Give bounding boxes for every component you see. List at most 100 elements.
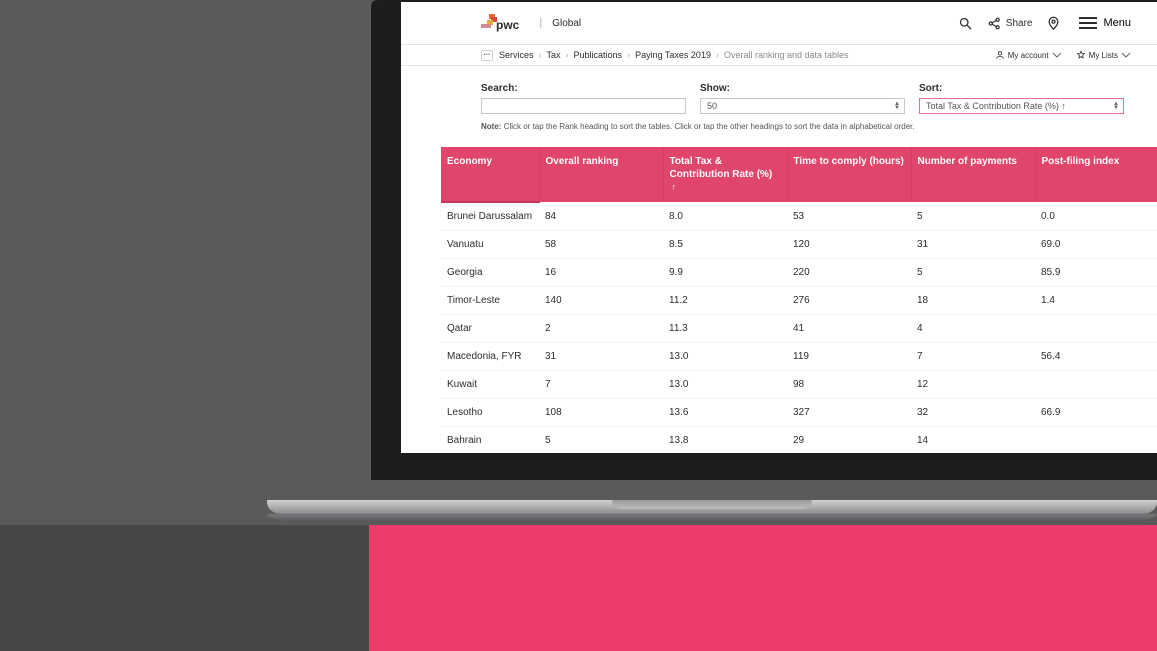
breadcrumb-more-icon[interactable] — [481, 50, 493, 61]
col-post[interactable]: Post-filing index — [1035, 147, 1157, 202]
cell-rate: 11.3 — [663, 315, 787, 343]
background-darkgrey — [0, 525, 369, 651]
table-header-row: Economy Overall ranking Total Tax & Cont… — [441, 147, 1157, 202]
select-caret-icon: ▲▼ — [1113, 102, 1119, 110]
search-filter: Search: — [481, 83, 686, 114]
user-icon — [995, 50, 1005, 60]
pwc-logo-mark — [481, 14, 497, 32]
chevron-right-icon: › — [716, 50, 719, 60]
header-divider: | — [539, 17, 542, 29]
chevron-right-icon: › — [539, 50, 542, 60]
crumb-paying-taxes[interactable]: Paying Taxes 2019 — [635, 50, 711, 60]
cell-payments: 18 — [911, 287, 1035, 315]
col-rate-label: Total Tax & Contribution Rate (%) — [670, 156, 773, 180]
crumb-tax[interactable]: Tax — [547, 50, 561, 60]
cell-rate: 8.0 — [663, 202, 787, 231]
sort-filter: Sort: Total Tax & Contribution Rate (%) … — [919, 83, 1124, 114]
cell-time: 220 — [787, 259, 911, 287]
cell-rate: 13.0 — [663, 371, 787, 399]
cell-rate: 8.5 — [663, 231, 787, 259]
share-button[interactable]: Share — [987, 16, 1033, 31]
table-row[interactable]: Lesotho10813.63273266.9 — [441, 399, 1157, 427]
sort-label: Sort: — [919, 83, 1124, 94]
filter-row: Search: Show: 50 ▲▼ Sort: Total Tax & Co… — [401, 66, 1157, 120]
cell-rate: 9.9 — [663, 259, 787, 287]
table-row[interactable]: Qatar211.3414 — [441, 315, 1157, 343]
cell-post — [1035, 371, 1157, 399]
cell-ranking: 16 — [539, 259, 663, 287]
chevron-down-icon — [1121, 50, 1131, 60]
table-row[interactable]: Vanuatu588.51203169.0 — [441, 231, 1157, 259]
chevron-down-icon — [1052, 50, 1062, 60]
my-account-label: My account — [1008, 51, 1049, 60]
laptop-base — [267, 500, 1157, 514]
my-account-link[interactable]: My account — [995, 50, 1062, 60]
cell-economy: Timor-Leste — [441, 287, 539, 315]
table-row[interactable]: Kuwait713.09812 — [441, 371, 1157, 399]
table-row[interactable]: Brunei Darussalam848.05350.0 — [441, 202, 1157, 231]
chevron-right-icon: › — [627, 50, 630, 60]
cell-ranking: 58 — [539, 231, 663, 259]
cell-time: 276 — [787, 287, 911, 315]
breadcrumb-bar: Services › Tax › Publications › Paying T… — [401, 45, 1157, 66]
cell-payments: 12 — [911, 371, 1035, 399]
menu-button[interactable]: Menu — [1079, 17, 1131, 29]
cell-post: 56.4 — [1035, 343, 1157, 371]
cell-ranking: 84 — [539, 202, 663, 231]
pwc-logo-text: pwc — [496, 18, 519, 32]
cell-economy: Bahrain — [441, 427, 539, 454]
cell-rate: 13.6 — [663, 399, 787, 427]
my-lists-link[interactable]: My Lists — [1076, 50, 1131, 60]
search-icon[interactable] — [958, 16, 973, 31]
note-text: Note: Click or tap the Rank heading to s… — [401, 120, 1157, 131]
cell-rate: 11.2 — [663, 287, 787, 315]
show-select[interactable]: 50 ▲▼ — [700, 98, 905, 114]
location-icon[interactable] — [1046, 16, 1061, 31]
cell-payments: 7 — [911, 343, 1035, 371]
col-rate[interactable]: Total Tax & Contribution Rate (%) ↑ — [663, 147, 787, 202]
cell-economy: Kuwait — [441, 371, 539, 399]
cell-rate: 13.0 — [663, 343, 787, 371]
region-label[interactable]: Global — [552, 18, 581, 29]
crumb-services[interactable]: Services — [499, 50, 534, 60]
cell-ranking: 140 — [539, 287, 663, 315]
star-icon — [1076, 50, 1086, 60]
sort-value: Total Tax & Contribution Rate (%) ↑ — [926, 101, 1066, 111]
search-input[interactable] — [481, 98, 686, 114]
cell-post: 69.0 — [1035, 231, 1157, 259]
share-icon — [987, 16, 1002, 31]
cell-rate: 13.8 — [663, 427, 787, 454]
table-row[interactable]: Bahrain513.82914 — [441, 427, 1157, 454]
cell-economy: Vanuatu — [441, 231, 539, 259]
cell-post — [1035, 315, 1157, 343]
sort-select[interactable]: Total Tax & Contribution Rate (%) ↑ ▲▼ — [919, 98, 1124, 114]
screen: pwc | Global Share Menu — [401, 2, 1157, 453]
cell-economy: Qatar — [441, 315, 539, 343]
col-payments[interactable]: Number of payments — [911, 147, 1035, 202]
cell-payments: 5 — [911, 202, 1035, 231]
cell-economy: Lesotho — [441, 399, 539, 427]
cell-time: 41 — [787, 315, 911, 343]
laptop-notch — [612, 500, 812, 509]
pwc-logo[interactable]: pwc — [481, 14, 519, 32]
col-ranking[interactable]: Overall ranking — [539, 147, 663, 202]
background-pink — [369, 525, 1157, 651]
cell-time: 29 — [787, 427, 911, 454]
rankings-table: Economy Overall ranking Total Tax & Cont… — [441, 147, 1157, 453]
col-economy[interactable]: Economy — [441, 147, 539, 202]
table-row[interactable]: Macedonia, FYR3113.0119756.4 — [441, 343, 1157, 371]
crumb-current: Overall ranking and data tables — [724, 50, 849, 60]
cell-payments: 14 — [911, 427, 1035, 454]
cell-payments: 4 — [911, 315, 1035, 343]
show-label: Show: — [700, 83, 905, 94]
table-row[interactable]: Timor-Leste14011.2276181.4 — [441, 287, 1157, 315]
cell-post: 66.9 — [1035, 399, 1157, 427]
crumb-publications[interactable]: Publications — [574, 50, 623, 60]
select-caret-icon: ▲▼ — [894, 102, 900, 110]
note-bold: Note: — [481, 122, 501, 131]
table-row[interactable]: Georgia169.9220585.9 — [441, 259, 1157, 287]
note-body: Click or tap the Rank heading to sort th… — [501, 122, 914, 131]
cell-time: 120 — [787, 231, 911, 259]
sort-asc-icon: ↑ — [672, 182, 677, 192]
col-time[interactable]: Time to comply (hours) — [787, 147, 911, 202]
